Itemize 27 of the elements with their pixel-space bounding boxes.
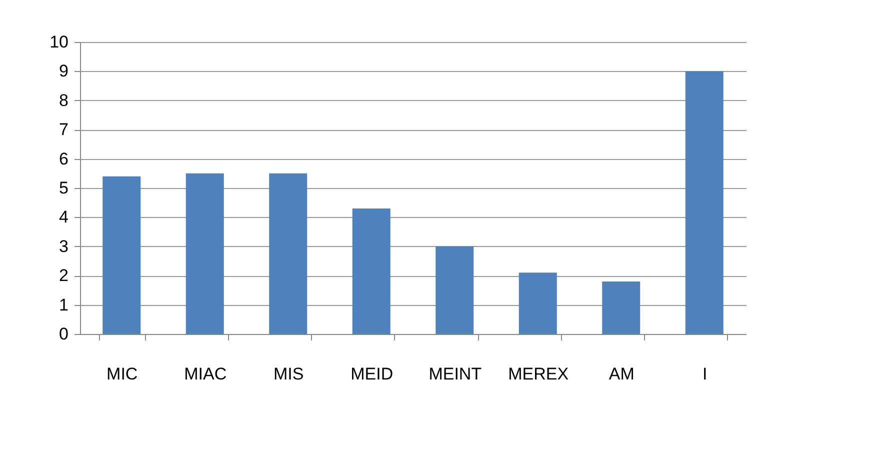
x-tick-label: MIAC: [184, 364, 227, 384]
y-tick-label: 0: [59, 324, 68, 344]
bar: [186, 173, 224, 334]
x-tick-label: MIS: [274, 364, 304, 384]
y-tick-label: 6: [59, 149, 68, 168]
bar: [436, 246, 474, 334]
x-tick-label: MEINT: [428, 364, 482, 384]
y-tick-label: 4: [59, 208, 68, 227]
x-tick-label: MIC: [106, 364, 138, 384]
bar: [352, 208, 390, 334]
bar: [518, 272, 557, 334]
y-tick-label: 2: [59, 266, 68, 286]
bar: [269, 173, 308, 334]
x-tick-label: MEREX: [508, 364, 569, 384]
y-tick-label: 8: [59, 90, 68, 110]
y-tick-label: 3: [59, 236, 68, 256]
bar: [102, 176, 141, 334]
bar: [685, 71, 724, 334]
y-tick-label: 7: [59, 120, 68, 140]
x-tick-label: MEID: [350, 364, 394, 384]
x-tick-label: AM: [608, 364, 634, 384]
bar: [602, 281, 640, 334]
y-tick-label: 10: [50, 32, 68, 52]
y-tick-label: 1: [59, 295, 68, 314]
x-tick-label: I: [702, 364, 708, 384]
y-tick-label: 5: [59, 178, 68, 198]
y-tick-label: 9: [59, 62, 68, 81]
